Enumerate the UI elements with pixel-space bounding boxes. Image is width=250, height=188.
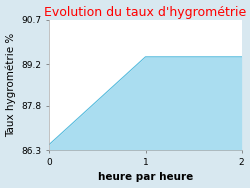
X-axis label: heure par heure: heure par heure (98, 172, 193, 182)
Title: Evolution du taux d'hygrométrie: Evolution du taux d'hygrométrie (44, 6, 247, 19)
Y-axis label: Taux hygrométrie %: Taux hygrométrie % (6, 33, 16, 137)
